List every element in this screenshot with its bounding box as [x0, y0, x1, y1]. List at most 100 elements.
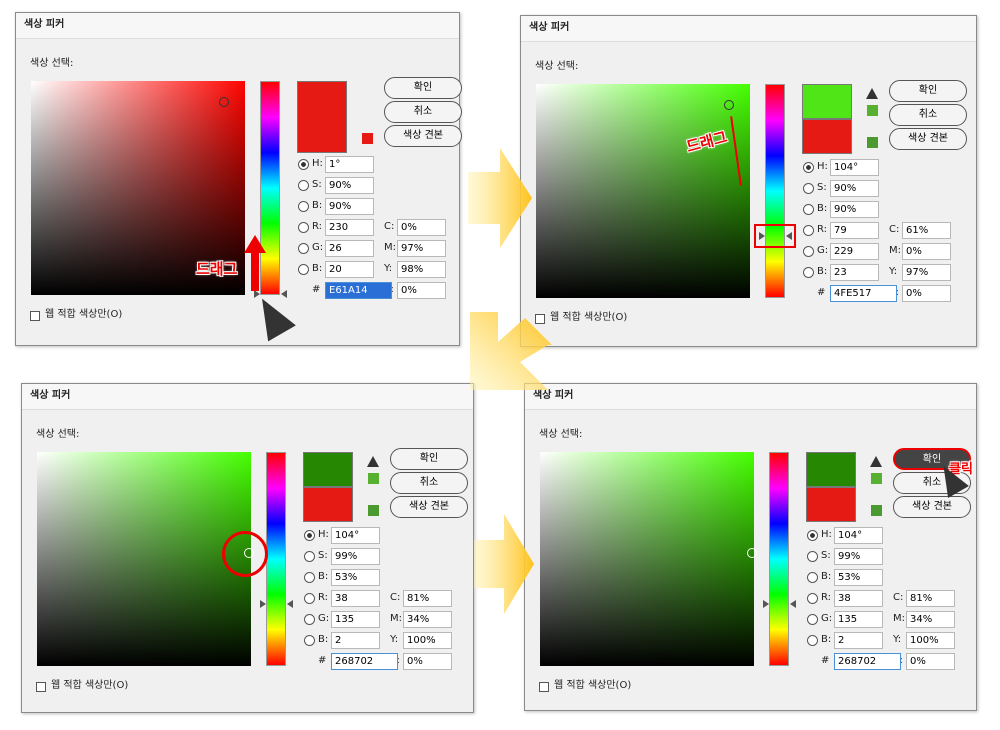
- radio[interactable]: [807, 593, 818, 604]
- cmyk-input[interactable]: 98%: [397, 261, 446, 278]
- radio[interactable]: [803, 204, 814, 215]
- title-bar: [16, 13, 459, 39]
- color-field[interactable]: [540, 452, 757, 666]
- field-input[interactable]: 229: [830, 243, 879, 260]
- select-label: 색상 선택:: [36, 429, 80, 440]
- cmyk-input[interactable]: 0%: [397, 282, 446, 299]
- radio[interactable]: [803, 246, 814, 257]
- button[interactable]: 취소: [893, 472, 971, 494]
- color-field[interactable]: [536, 84, 750, 298]
- radio[interactable]: [298, 159, 309, 170]
- field-input[interactable]: 53%: [834, 569, 883, 586]
- cmyk-input[interactable]: 61%: [902, 222, 951, 239]
- field-input[interactable]: 104°: [331, 527, 380, 544]
- radio[interactable]: [298, 201, 309, 212]
- field-input[interactable]: 90%: [325, 198, 374, 215]
- button[interactable]: 색상 견본: [384, 125, 462, 147]
- radio[interactable]: [304, 593, 315, 604]
- radio[interactable]: [803, 162, 814, 173]
- checkbox[interactable]: [539, 682, 549, 692]
- field-input[interactable]: 38: [331, 590, 380, 607]
- cmyk-input[interactable]: 100%: [403, 632, 452, 649]
- cmyk-input[interactable]: 97%: [902, 264, 951, 281]
- field-input[interactable]: 230: [325, 219, 374, 236]
- cmyk-input[interactable]: 0%: [397, 219, 446, 236]
- field-input[interactable]: 90%: [830, 201, 879, 218]
- radio[interactable]: [304, 551, 315, 562]
- field-input[interactable]: 104°: [834, 527, 883, 544]
- web-only-label: 웹 적합 색상만(O): [554, 680, 632, 691]
- title-bar: [521, 16, 976, 42]
- hex-input[interactable]: 268702: [331, 653, 398, 670]
- radio[interactable]: [304, 635, 315, 646]
- hex-input[interactable]: 4FE517: [830, 285, 897, 302]
- field-input[interactable]: 53%: [331, 569, 380, 586]
- field-input[interactable]: 90%: [325, 177, 374, 194]
- hue-slider[interactable]: [765, 84, 785, 298]
- radio[interactable]: [803, 183, 814, 194]
- field-input[interactable]: 99%: [331, 548, 380, 565]
- hex-label: #: [821, 655, 830, 666]
- cmyk-input[interactable]: 0%: [902, 243, 951, 260]
- cmyk-input[interactable]: 81%: [403, 590, 452, 607]
- field-input[interactable]: 23: [830, 264, 879, 281]
- radio[interactable]: [803, 225, 814, 236]
- radio[interactable]: [298, 222, 309, 233]
- checkbox[interactable]: [535, 314, 545, 324]
- cmyk-input[interactable]: 0%: [902, 285, 951, 302]
- radio[interactable]: [298, 243, 309, 254]
- cmyk-input[interactable]: 97%: [397, 240, 446, 257]
- button[interactable]: 확인: [893, 448, 971, 470]
- button[interactable]: 취소: [384, 101, 462, 123]
- field-input[interactable]: 20: [325, 261, 374, 278]
- radio[interactable]: [807, 551, 818, 562]
- color-field[interactable]: [37, 452, 254, 666]
- field-input[interactable]: 1°: [325, 156, 374, 173]
- red-arrow-head: [244, 235, 266, 253]
- field-input[interactable]: 2: [331, 632, 380, 649]
- radio[interactable]: [304, 614, 315, 625]
- field-label: B:: [821, 634, 832, 645]
- button[interactable]: 색상 견본: [893, 496, 971, 518]
- hue-slider[interactable]: [260, 81, 280, 295]
- field-input[interactable]: 99%: [834, 548, 883, 565]
- radio[interactable]: [807, 530, 818, 541]
- radio[interactable]: [803, 267, 814, 278]
- radio[interactable]: [304, 572, 315, 583]
- field-input[interactable]: 79: [830, 222, 879, 239]
- checkbox[interactable]: [30, 311, 40, 321]
- field-input[interactable]: 90%: [830, 180, 879, 197]
- radio[interactable]: [298, 264, 309, 275]
- radio[interactable]: [807, 614, 818, 625]
- radio[interactable]: [298, 180, 309, 191]
- button[interactable]: 취소: [889, 104, 967, 126]
- button[interactable]: 확인: [384, 77, 462, 99]
- color-field[interactable]: [31, 81, 245, 295]
- cmyk-input[interactable]: 34%: [403, 611, 452, 628]
- cmyk-input[interactable]: 0%: [906, 653, 955, 670]
- radio[interactable]: [807, 572, 818, 583]
- field-input[interactable]: 135: [834, 611, 883, 628]
- button[interactable]: 취소: [390, 472, 468, 494]
- button[interactable]: 색상 견본: [889, 128, 967, 150]
- hue-slider[interactable]: [266, 452, 286, 666]
- hue-slider[interactable]: [769, 452, 789, 666]
- button[interactable]: 색상 견본: [390, 496, 468, 518]
- button[interactable]: 확인: [390, 448, 468, 470]
- field-input[interactable]: 26: [325, 240, 374, 257]
- cmyk-input[interactable]: 0%: [403, 653, 452, 670]
- hex-input[interactable]: 268702: [834, 653, 901, 670]
- radio[interactable]: [304, 530, 315, 541]
- radio[interactable]: [807, 635, 818, 646]
- cmyk-input[interactable]: 81%: [906, 590, 955, 607]
- cmyk-input[interactable]: 100%: [906, 632, 955, 649]
- field-input[interactable]: 38: [834, 590, 883, 607]
- field-input[interactable]: 104°: [830, 159, 879, 176]
- checkbox[interactable]: [36, 682, 46, 692]
- color-marker: [723, 100, 734, 111]
- cmyk-input[interactable]: 34%: [906, 611, 955, 628]
- field-input[interactable]: 2: [834, 632, 883, 649]
- hex-input[interactable]: E61A14: [325, 282, 392, 299]
- field-input[interactable]: 135: [331, 611, 380, 628]
- button[interactable]: 확인: [889, 80, 967, 102]
